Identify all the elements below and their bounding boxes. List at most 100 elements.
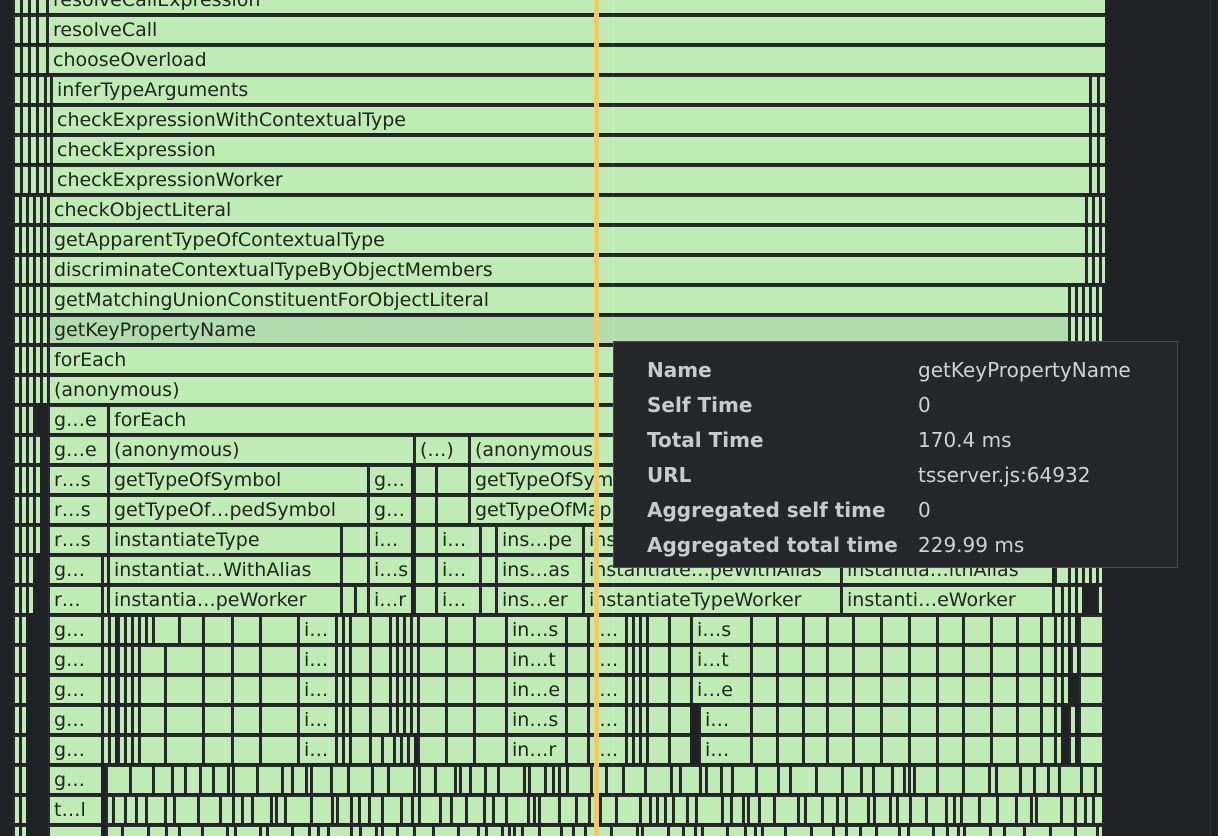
flame-frame-sliver[interactable] bbox=[14, 195, 19, 223]
flame-frame-sliver[interactable] bbox=[1042, 735, 1054, 763]
flame-frame-sliver[interactable] bbox=[467, 795, 483, 823]
flame-frame-sliver[interactable] bbox=[568, 765, 590, 793]
flame-frame-sliver[interactable] bbox=[1056, 645, 1061, 673]
flame-frame[interactable]: in…s bbox=[507, 705, 565, 733]
flame-frame-sliver[interactable] bbox=[332, 765, 347, 793]
flame-frame-sliver[interactable] bbox=[415, 825, 432, 836]
flame-frame-sliver[interactable] bbox=[1101, 255, 1105, 283]
flame-frame-sliver[interactable] bbox=[1084, 285, 1089, 313]
flame-frame-sliver[interactable] bbox=[352, 795, 358, 823]
flame-frame-sliver[interactable] bbox=[799, 795, 804, 823]
flame-frame-sliver[interactable] bbox=[14, 135, 20, 163]
flame-frame-sliver[interactable] bbox=[38, 165, 44, 193]
flame-frame-sliver[interactable] bbox=[707, 765, 720, 793]
flame-frame[interactable]: r… bbox=[49, 585, 101, 613]
flame-frame-sliver[interactable] bbox=[14, 465, 19, 493]
flame-frame-sliver[interactable] bbox=[447, 705, 473, 733]
flame-frame-sliver[interactable] bbox=[688, 795, 695, 823]
flame-frame-sliver[interactable] bbox=[28, 375, 33, 403]
flame-frame-sliver[interactable] bbox=[760, 795, 773, 823]
flame-frame-sliver[interactable] bbox=[14, 75, 20, 103]
flame-frame-sliver[interactable] bbox=[140, 615, 145, 643]
flame-frame-sliver[interactable] bbox=[402, 795, 411, 823]
flame-frame-sliver[interactable] bbox=[1042, 615, 1054, 643]
flame-frame-sliver[interactable] bbox=[934, 825, 946, 836]
flame-frame-sliver[interactable] bbox=[854, 615, 880, 643]
flame-frame-sliver[interactable] bbox=[1070, 705, 1075, 733]
flame-frame-sliver[interactable] bbox=[910, 735, 936, 763]
flame-frame-sliver[interactable] bbox=[234, 765, 256, 793]
flame-frame-sliver[interactable] bbox=[22, 45, 28, 73]
flame-frame-sliver[interactable] bbox=[1049, 765, 1058, 793]
flame-frame-sliver[interactable] bbox=[854, 675, 880, 703]
flame-frame-sliver[interactable] bbox=[30, 105, 36, 133]
flame-frame-sliver[interactable] bbox=[42, 225, 47, 253]
flame-frame-sliver[interactable] bbox=[882, 645, 908, 673]
flame-frame-sliver[interactable] bbox=[110, 675, 115, 703]
flame-frame-sliver[interactable] bbox=[49, 825, 101, 836]
flame-frame-sliver[interactable] bbox=[1077, 585, 1082, 613]
flame-frame-sliver[interactable] bbox=[30, 0, 36, 13]
flame-frame-sliver[interactable] bbox=[103, 615, 108, 643]
flame-frame-sliver[interactable] bbox=[909, 825, 932, 836]
flame-frame-sliver[interactable] bbox=[577, 795, 588, 823]
flame-frame-sliver[interactable] bbox=[1070, 585, 1075, 613]
flame-frame-sliver[interactable] bbox=[752, 615, 776, 643]
flame-frame-sliver[interactable] bbox=[648, 675, 668, 703]
flame-frame-sliver[interactable] bbox=[540, 825, 560, 836]
flame-frame-sliver[interactable] bbox=[447, 615, 473, 643]
flame-frame-sliver[interactable] bbox=[419, 615, 445, 643]
flame-frame[interactable]: i… bbox=[437, 525, 479, 553]
flame-frame-sliver[interactable] bbox=[510, 825, 513, 836]
flame-frame-sliver[interactable] bbox=[180, 615, 202, 643]
flame-frame-sliver[interactable] bbox=[601, 795, 615, 823]
flame-frame[interactable]: ins…pe bbox=[497, 525, 582, 553]
flame-frame-sliver[interactable] bbox=[46, 105, 50, 133]
flame-frame-sliver[interactable] bbox=[854, 705, 880, 733]
flame-frame[interactable]: (…) bbox=[415, 435, 468, 463]
flame-frame-sliver[interactable] bbox=[1018, 645, 1040, 673]
flame-frame-sliver[interactable] bbox=[166, 735, 202, 763]
flame-frame-sliver[interactable] bbox=[461, 765, 469, 793]
flame-frame-sliver[interactable] bbox=[447, 645, 473, 673]
flame-frame-sliver[interactable] bbox=[804, 705, 826, 733]
flame-frame-sliver[interactable] bbox=[131, 765, 152, 793]
flame-frame-sliver[interactable] bbox=[21, 645, 26, 673]
flame-frame-sliver[interactable] bbox=[658, 795, 664, 823]
flame-frame-sliver[interactable] bbox=[398, 705, 403, 733]
flame-frame-sliver[interactable] bbox=[434, 825, 457, 836]
flame-frame-sliver[interactable] bbox=[535, 795, 538, 823]
flame-frame-sliver[interactable] bbox=[962, 795, 978, 823]
flame-frame-sliver[interactable] bbox=[35, 495, 40, 523]
flame-frame-sliver[interactable] bbox=[1056, 735, 1061, 763]
flame-frame-sliver[interactable] bbox=[567, 645, 587, 673]
flame-frame-sliver[interactable] bbox=[456, 765, 459, 793]
flame-frame-sliver[interactable] bbox=[1080, 735, 1102, 763]
flame-frame-sliver[interactable] bbox=[823, 795, 836, 823]
flame-frame-sliver[interactable] bbox=[910, 675, 936, 703]
flame-frame-sliver[interactable] bbox=[22, 0, 28, 13]
flame-frame-sliver[interactable] bbox=[103, 645, 108, 673]
flame-frame-sliver[interactable] bbox=[641, 615, 646, 643]
flame-frame-sliver[interactable] bbox=[1098, 825, 1102, 836]
flame-frame-sliver[interactable] bbox=[1005, 825, 1023, 836]
flame-frame-sliver[interactable] bbox=[186, 765, 199, 793]
flame-frame[interactable]: r…s bbox=[49, 465, 107, 493]
flame-frame-sliver[interactable] bbox=[481, 555, 495, 583]
flame-frame-sliver[interactable] bbox=[828, 615, 852, 643]
flame-frame-sliver[interactable] bbox=[627, 675, 632, 703]
flame-frame-sliver[interactable] bbox=[927, 795, 945, 823]
flame-frame-sliver[interactable] bbox=[459, 825, 477, 836]
flame-frame-sliver[interactable] bbox=[14, 15, 20, 43]
flame-frame-sliver[interactable] bbox=[42, 255, 47, 283]
flame-frame-sliver[interactable] bbox=[283, 765, 291, 793]
flame-frame-sliver[interactable] bbox=[398, 675, 403, 703]
flame-frame-sliver[interactable] bbox=[21, 735, 26, 763]
flame-frame-sliver[interactable] bbox=[293, 825, 308, 836]
flame-frame-sliver[interactable] bbox=[361, 825, 375, 836]
flame-frame-sliver[interactable] bbox=[28, 525, 33, 553]
flame-frame-sliver[interactable] bbox=[166, 645, 202, 673]
flame-frame-sliver[interactable] bbox=[648, 645, 668, 673]
flame-frame-sliver[interactable] bbox=[1070, 735, 1075, 763]
flame-frame-sliver[interactable] bbox=[775, 795, 797, 823]
